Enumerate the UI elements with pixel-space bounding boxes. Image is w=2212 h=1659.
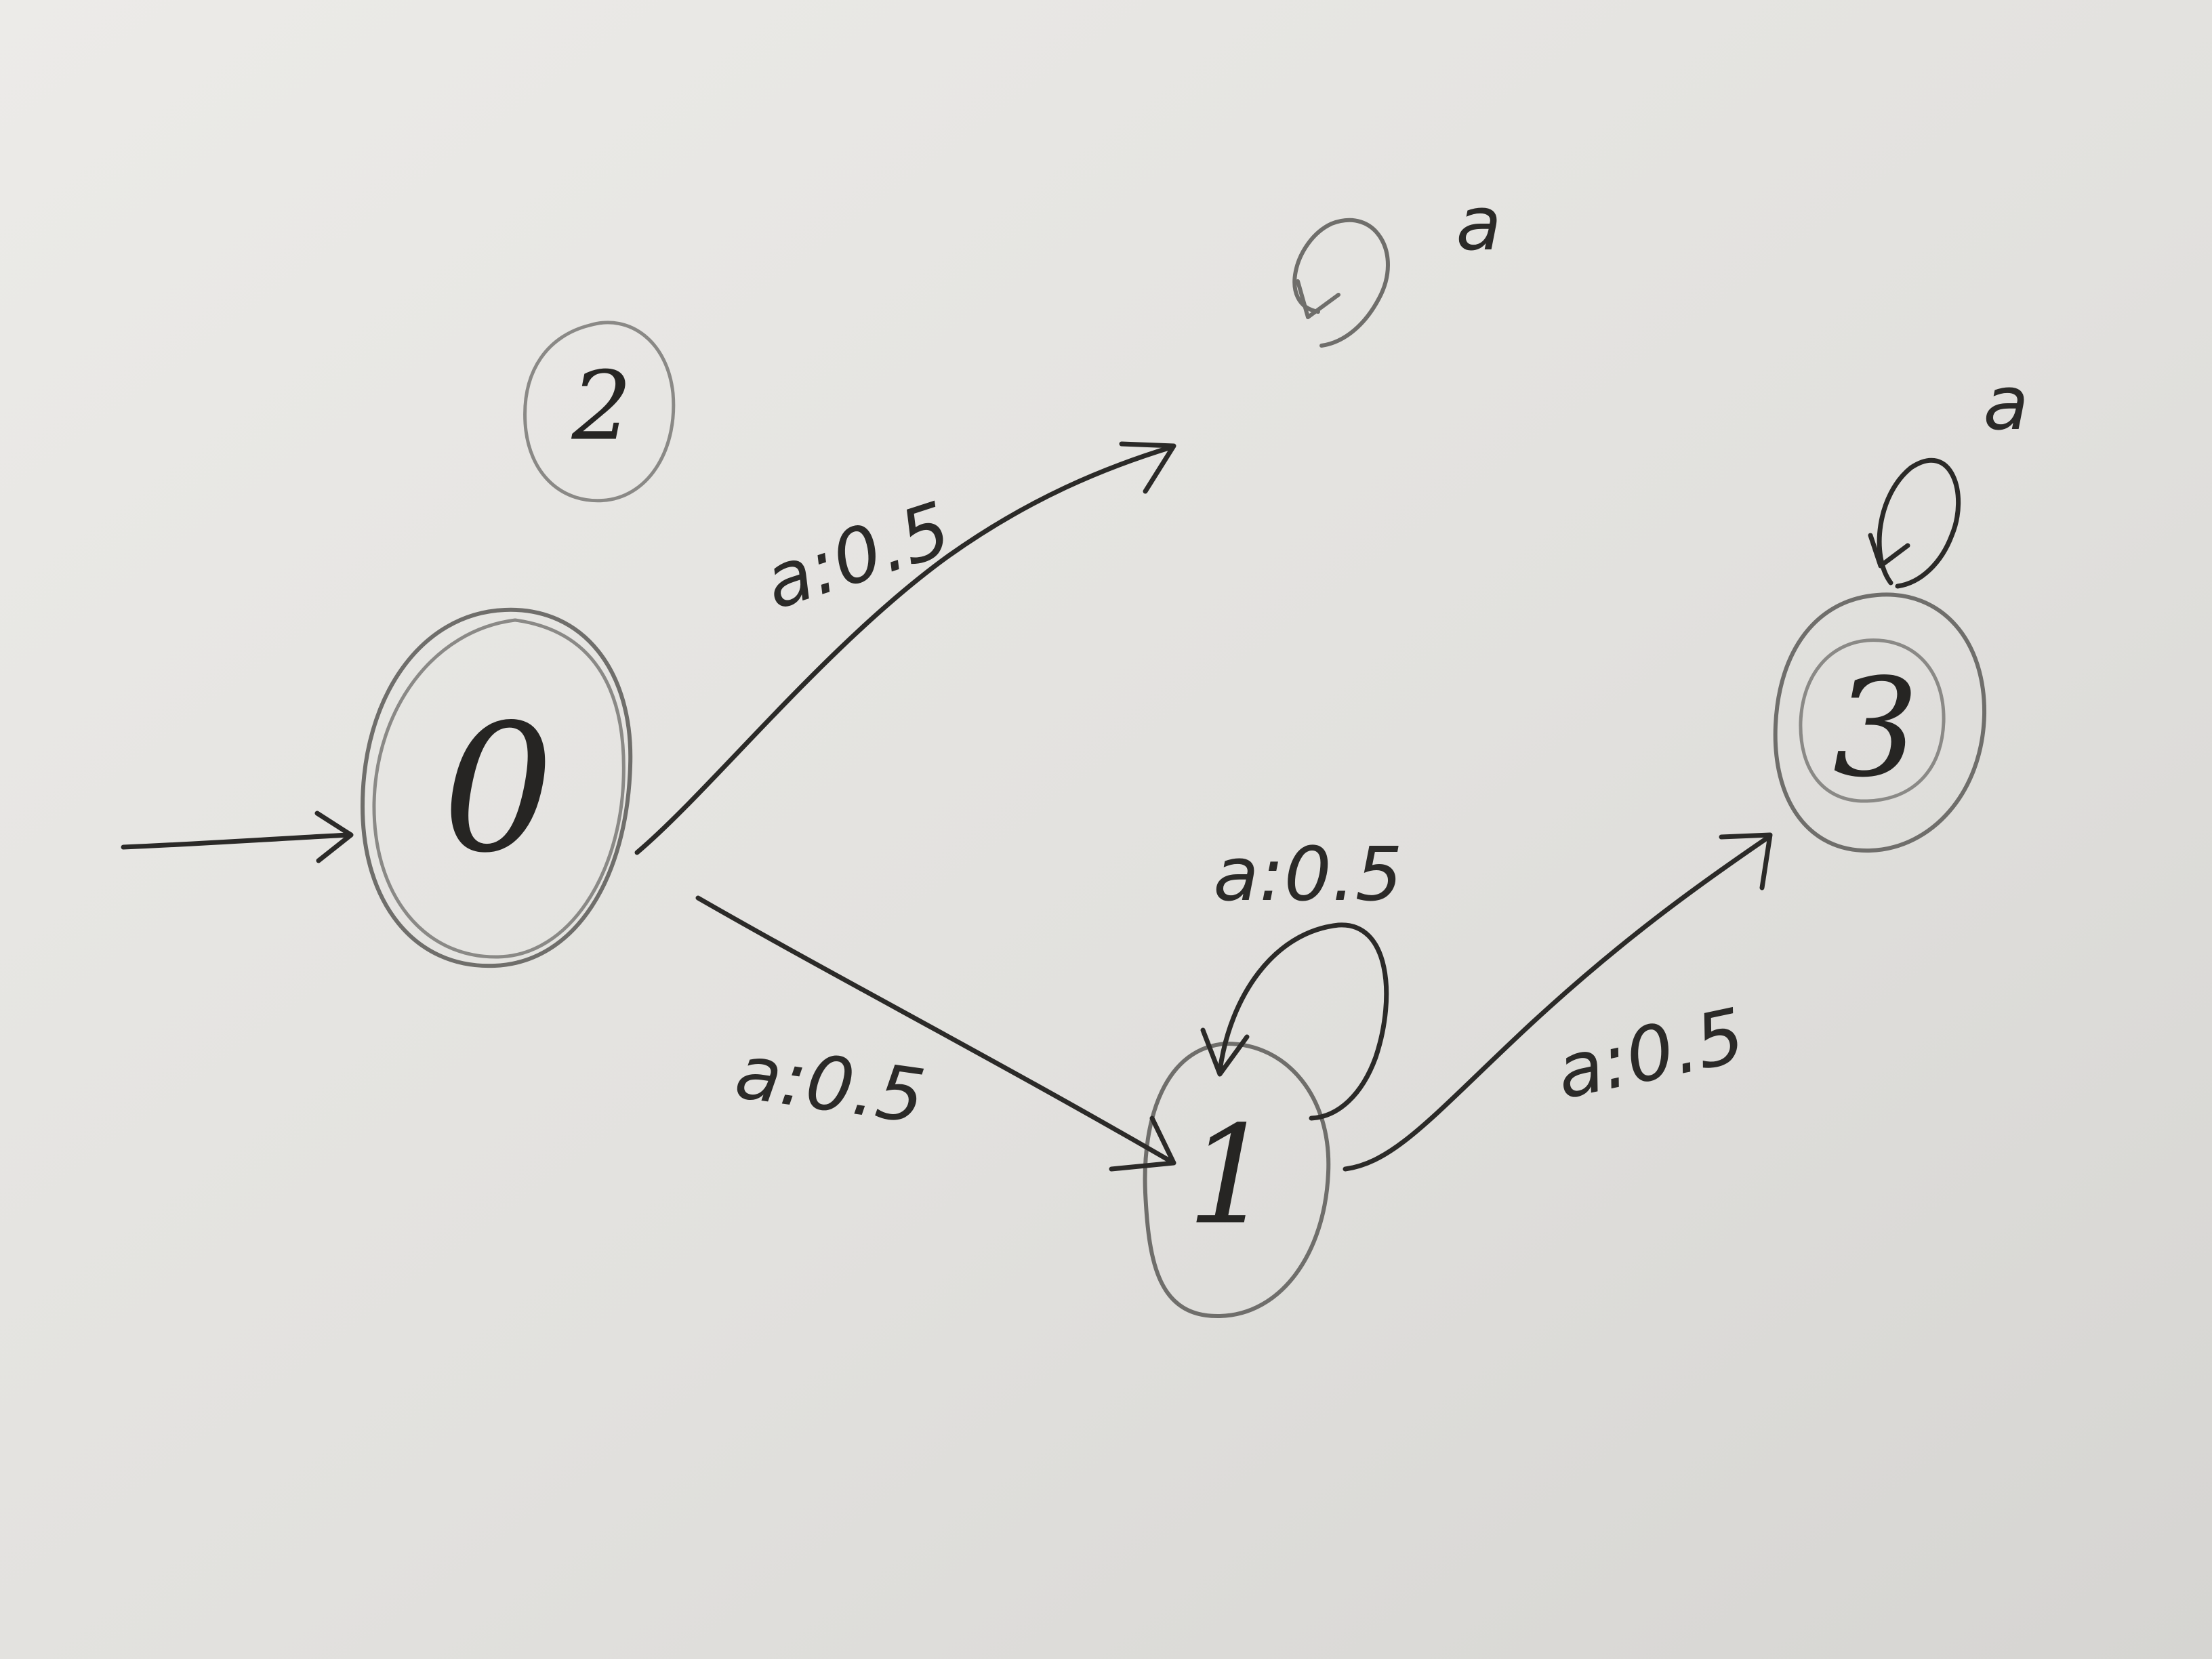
state-0: 0 [361,607,633,968]
state-1: 1 [1143,1042,1331,1319]
edge-0-to-2 [634,441,1176,855]
edge-1-loop [1200,922,1389,1121]
edge-2-loop [1292,218,1390,348]
edge-2-loop-label: a [1456,180,1501,267]
edge-3-loop-label: a [1983,360,2028,447]
edge-1-to-3 [1343,832,1773,1172]
edge-0-to-1 [695,895,1176,1172]
state-3-label: 3 [1832,650,1919,808]
initial-arrow [121,811,354,863]
state-0-label: 0 [442,687,554,892]
state-3: 3 [1773,592,1987,853]
state-2-label: 2 [571,352,632,462]
edge-1-loop-label: a:0.5 [1213,831,1402,918]
state-1-label: 1 [1187,1097,1273,1255]
state-2: 2 [523,321,676,503]
edge-3-loop [1868,457,1961,589]
